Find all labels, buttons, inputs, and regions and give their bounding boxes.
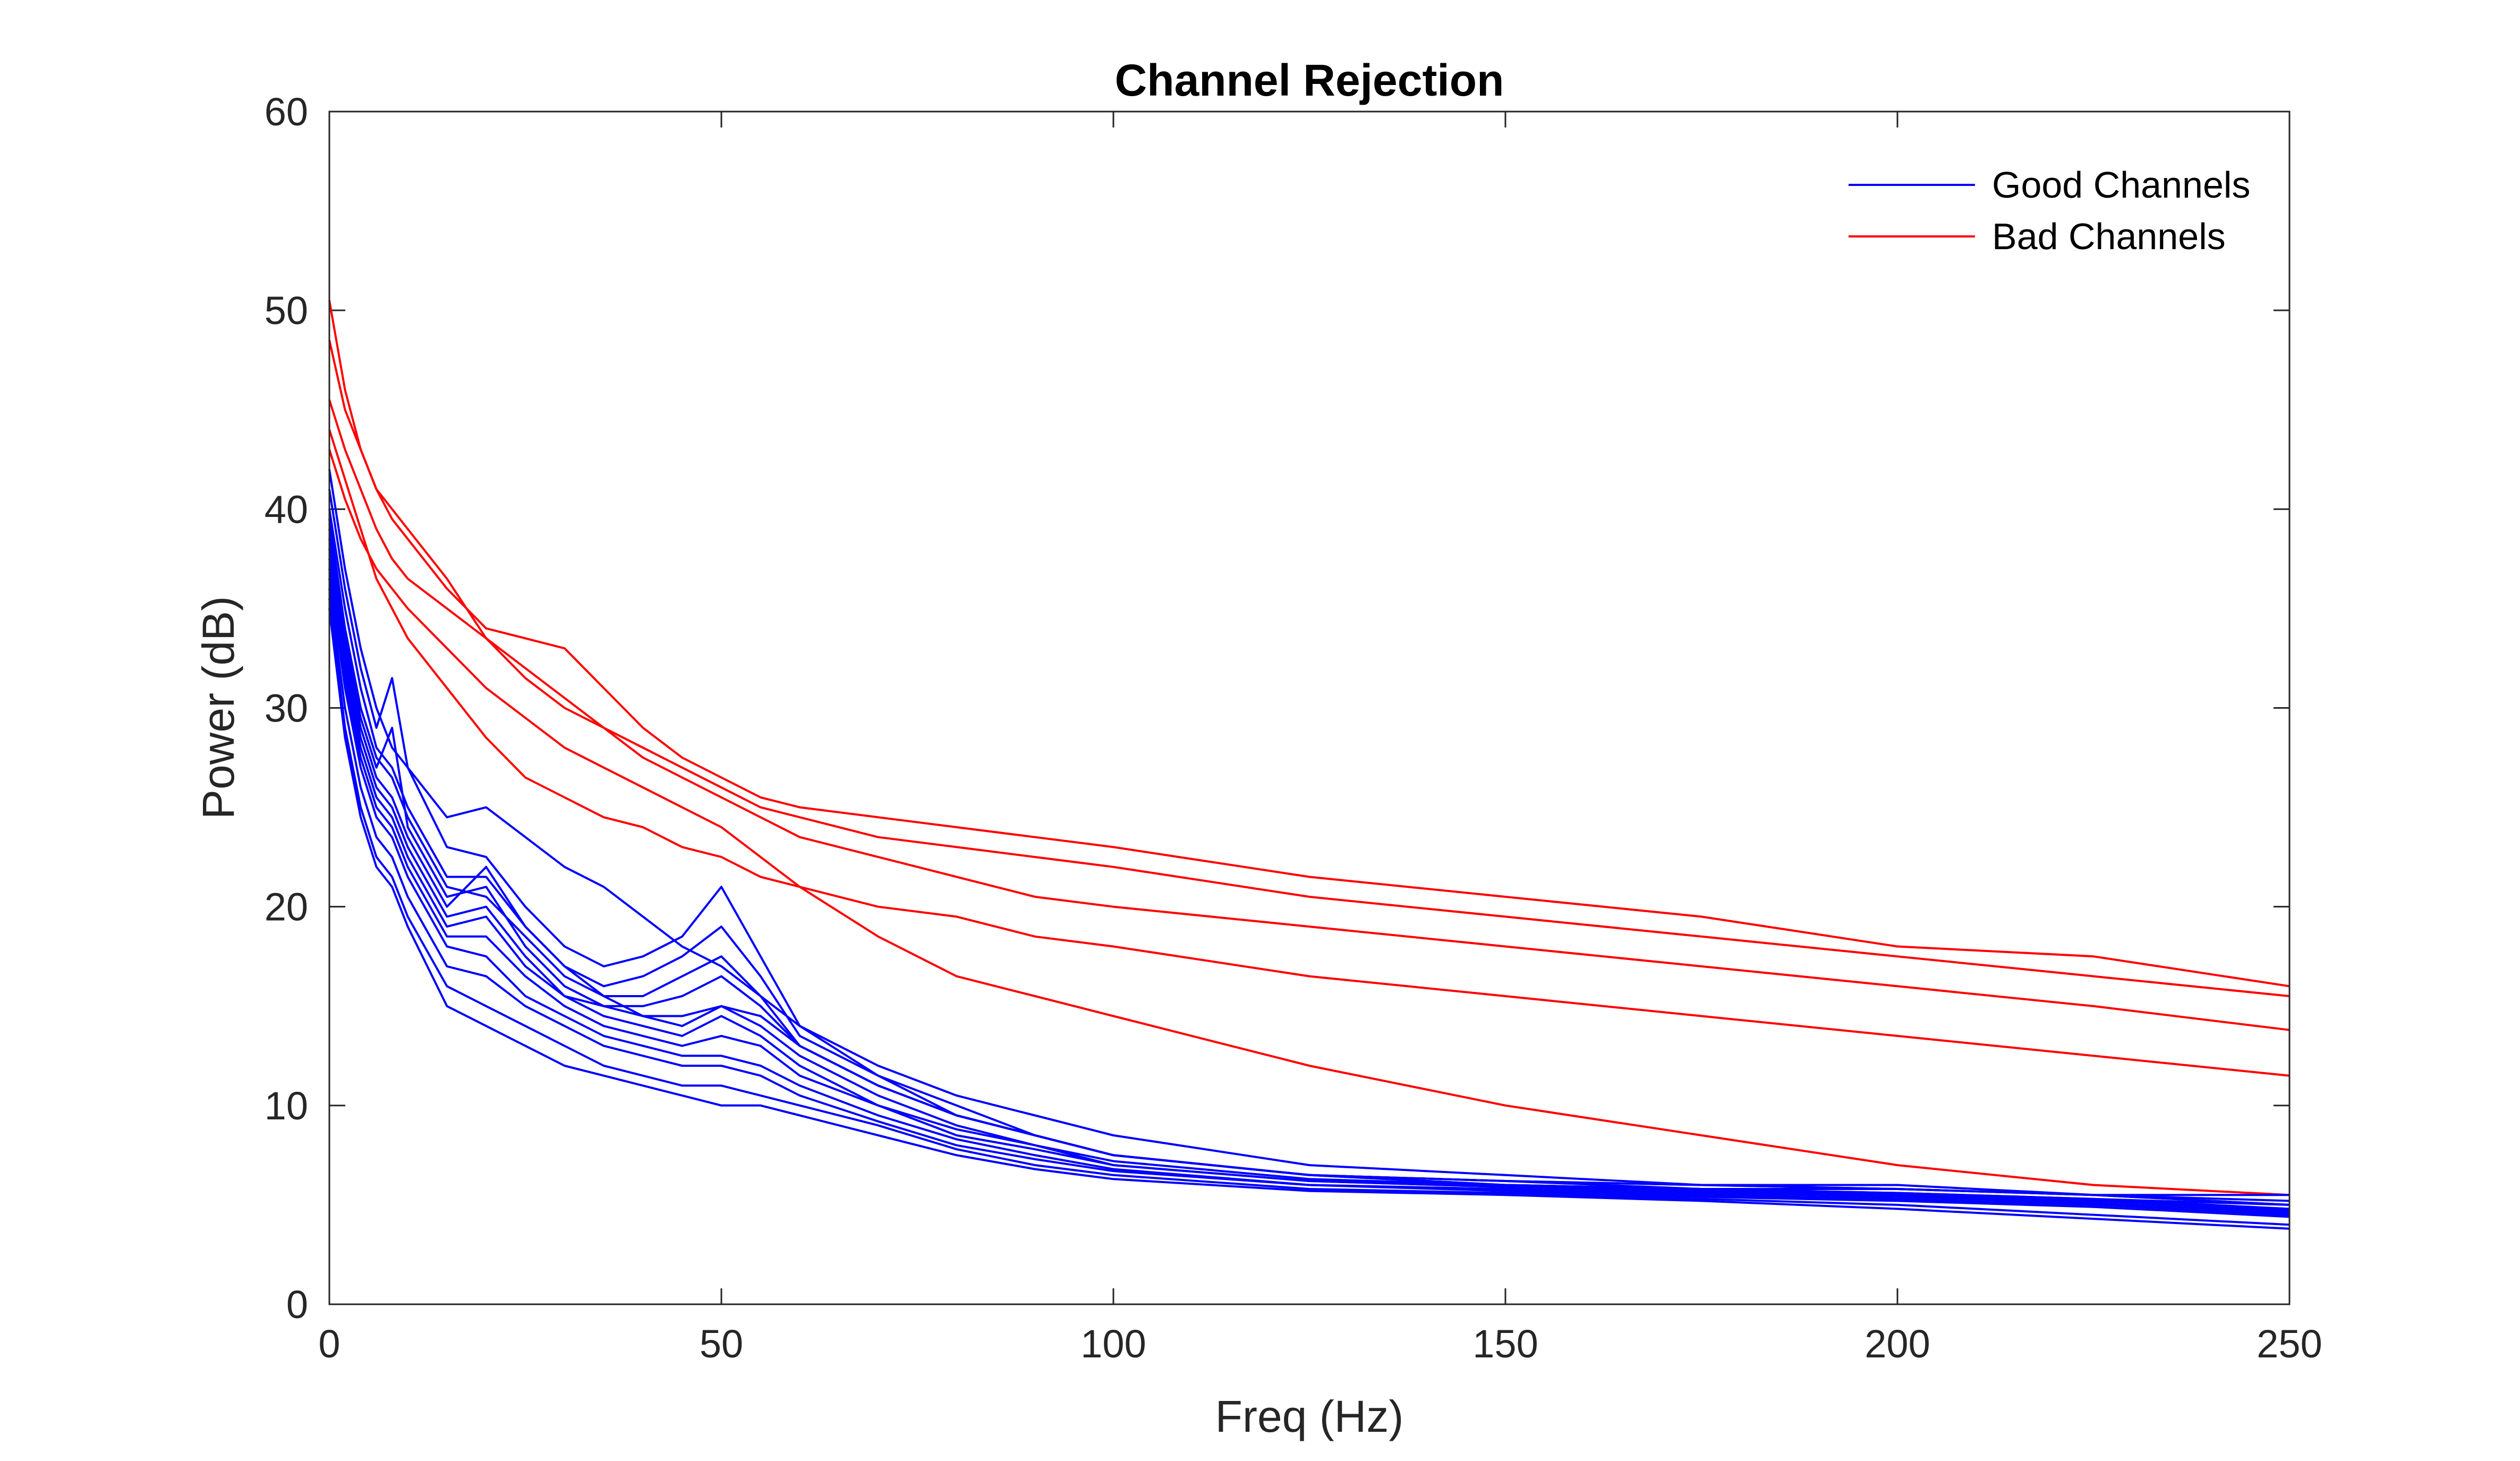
y-axis-ticks: 0 10 20 30 40 50 60 [265, 90, 2289, 1327]
x-tick-label-50: 50 [700, 1322, 743, 1366]
chart-title: Channel Rejection [1115, 55, 1504, 105]
bad-channel-line-1 [328, 339, 2290, 997]
plot-frame [328, 111, 2291, 1305]
y-tick-label-30: 30 [265, 686, 308, 730]
legend-bad-label: Bad Channels [1992, 216, 2226, 257]
x-tick-label-250: 250 [2257, 1322, 2322, 1366]
y-tick-label-20: 20 [265, 885, 308, 929]
series-lines [328, 300, 2290, 1230]
y-axis-label: Power (dB) [193, 596, 243, 819]
y-tick-label-10: 10 [265, 1084, 308, 1128]
y-tick-label-0: 0 [286, 1282, 308, 1327]
x-tick-label-100: 100 [1080, 1322, 1146, 1366]
good-channel-line-16 [328, 598, 2290, 1226]
good-channel-line-15 [328, 588, 2290, 1218]
x-axis-ticks: 0 50 100 150 200 250 [318, 112, 2322, 1366]
good-channel-line-14 [328, 579, 2290, 1216]
x-tick-label-200: 200 [1865, 1322, 1930, 1366]
good-channel-line-17 [328, 608, 2290, 1230]
y-tick-label-50: 50 [265, 288, 308, 333]
legend-good-label: Good Channels [1992, 164, 2250, 206]
bad-channel-line-3 [328, 429, 2290, 1077]
good-channel-line-8 [328, 519, 2290, 1206]
bad-channel-line-4 [328, 449, 2290, 1196]
legend: Good Channels Bad Channels [1849, 164, 2250, 257]
plot-background [329, 112, 2289, 1304]
x-tick-label-150: 150 [1472, 1322, 1538, 1366]
y-tick-label-40: 40 [265, 487, 308, 531]
good-channel-line-11 [328, 548, 2290, 1210]
good-channel-line-13 [328, 568, 2290, 1214]
y-tick-label-60: 60 [265, 90, 308, 134]
x-axis-label: Freq (Hz) [1215, 1391, 1404, 1441]
bad-channel-line-2 [328, 399, 2290, 1031]
x-tick-label-0: 0 [318, 1322, 340, 1366]
bad-channel-line-0 [328, 300, 2290, 988]
